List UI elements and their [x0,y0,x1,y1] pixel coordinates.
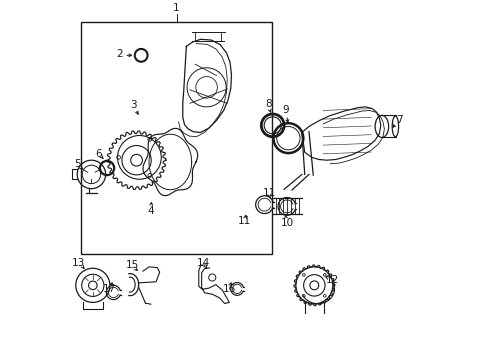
Text: 11: 11 [263,188,276,198]
Text: 17: 17 [102,284,116,294]
Text: 10: 10 [280,219,294,229]
Text: 5: 5 [74,159,80,170]
Text: 7: 7 [396,116,403,125]
Text: 12: 12 [325,275,339,285]
Bar [81,22,271,255]
Text: 13: 13 [72,258,85,267]
Text: 16: 16 [222,284,236,294]
Text: 6: 6 [95,149,102,159]
Text: 15: 15 [125,260,139,270]
Text: 8: 8 [265,99,271,109]
Text: 3: 3 [130,100,136,110]
Text: 2: 2 [117,49,123,59]
Text: 1: 1 [173,3,180,13]
Text: 14: 14 [196,258,210,267]
Text: 9: 9 [283,105,289,115]
Text: 4: 4 [147,206,154,216]
Text: 11: 11 [238,216,251,226]
